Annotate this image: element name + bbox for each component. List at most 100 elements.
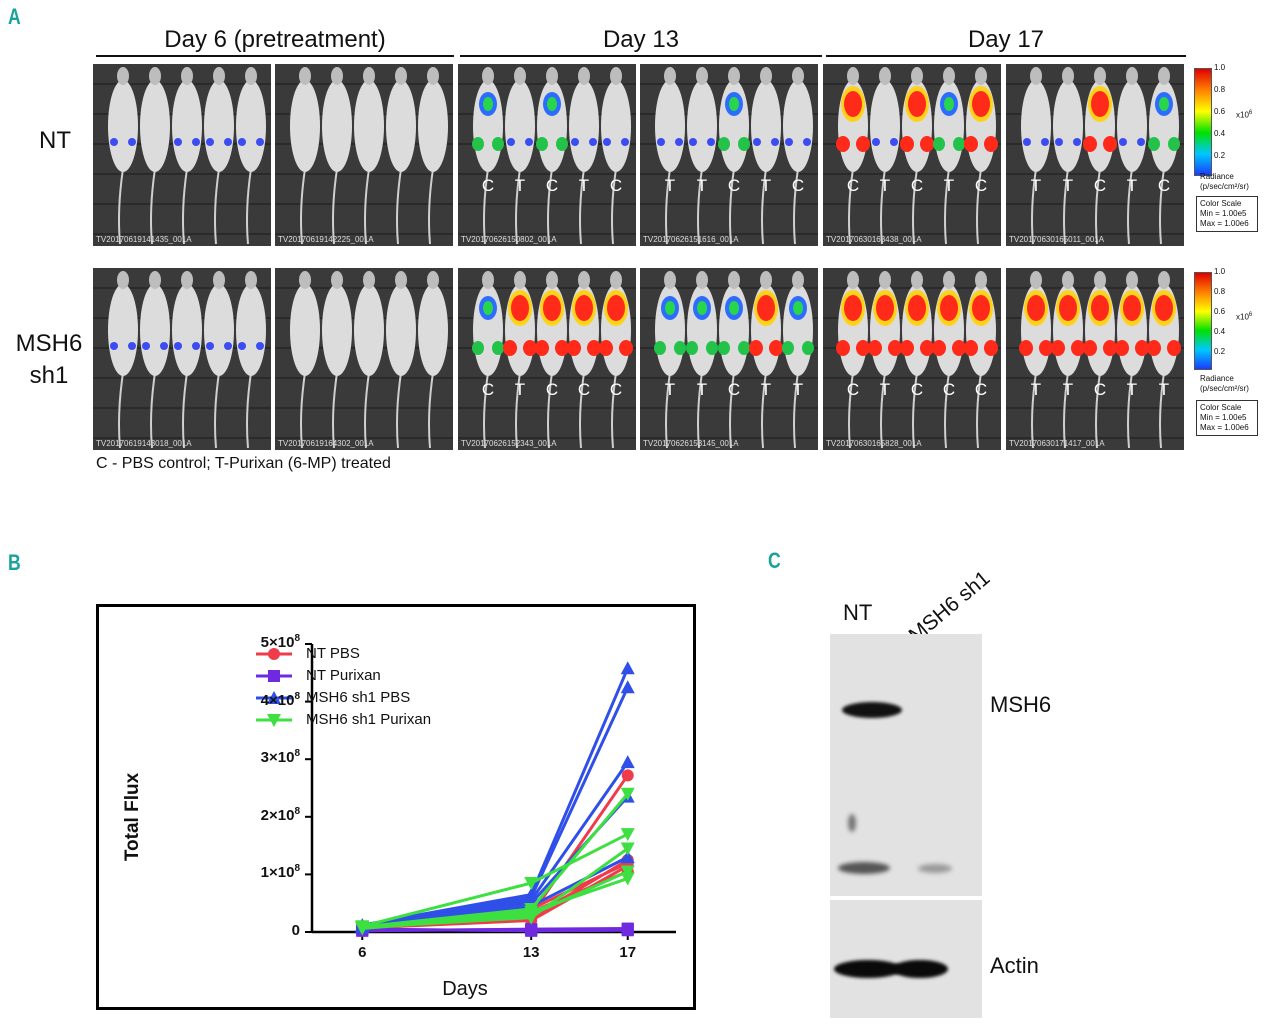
imaging-tile: TV20170619141435_001A [93, 64, 271, 246]
treatment-letter: C [481, 380, 495, 399]
day-rule-6 [96, 55, 454, 57]
mouse-image [275, 268, 453, 450]
treatment-letter: T [696, 380, 708, 399]
y-tick-label: 3×108 [260, 748, 300, 767]
tile-id: TV20170630165011_001A [1009, 235, 1105, 244]
x-tick-label: 6 [358, 944, 367, 961]
treatment-letter: C [846, 176, 860, 195]
mouse-image [640, 268, 818, 450]
colorbar [1194, 68, 1212, 176]
row-label-msh6: MSH6 sh1 [8, 328, 90, 392]
legend-swatch-marker [268, 670, 280, 682]
row-label-nt: NT [20, 125, 90, 157]
treatment-letter: T [879, 380, 891, 399]
treatment-letter: C [1093, 380, 1107, 399]
band-label-msh6: MSH6 [990, 692, 1052, 717]
cs-title: Color Scale [1200, 199, 1242, 208]
imaging-tile: TV20170619164302_001A [275, 268, 453, 450]
data-point [355, 921, 370, 935]
treatment-letter: C [910, 176, 924, 195]
y-tick-label: 0 [291, 922, 300, 939]
treatment-letter: C [545, 176, 559, 195]
cs-min: Min = 1.00e5 [1200, 413, 1247, 422]
y-axis-title-wrap: Total Flux [118, 764, 148, 874]
data-point [620, 661, 635, 675]
treatment-letter: C [545, 380, 559, 399]
mouse-image [93, 64, 271, 246]
panel-label-c: C [768, 548, 781, 573]
imaging-tile: T T C T T TV20170626153145_001A [640, 268, 818, 450]
scale-tick: 0.6 [1214, 307, 1226, 316]
band-label-actin: Actin [990, 953, 1039, 978]
mouse-image [1006, 268, 1184, 450]
tile-id: TV20170630163438_001A [826, 235, 922, 244]
day-rule-17 [826, 55, 1186, 57]
chart-frame [96, 604, 696, 1010]
mouse-image [93, 268, 271, 450]
band-actin-nt [834, 960, 902, 978]
scale-multiplier: x106 [1236, 312, 1253, 322]
treatment-letter: T [943, 176, 955, 195]
row-label-msh6-line1: MSH6 [15, 330, 83, 357]
mouse-image [823, 64, 1001, 246]
imaging-tile: TV20170619142225_001A [275, 64, 453, 246]
scale-unit-1: Radiance [1200, 172, 1234, 181]
tile-id: TV20170626151616_001A [643, 235, 739, 244]
imaging-tile: C T C T C TV20170630163438_001A [823, 64, 1001, 246]
treatment-letter: T [1062, 176, 1074, 195]
treatment-letter: C [481, 176, 495, 195]
treatment-letter: T [514, 380, 526, 399]
day-label-6: Day 6 (pretreatment) [164, 26, 386, 53]
tile-id: TV20170619143018_001A [96, 439, 192, 448]
imaging-tile: C T C C C TV20170630165828_001A [823, 268, 1001, 450]
data-point [620, 865, 635, 879]
scale-tick: 0.2 [1214, 347, 1226, 356]
mouse-image [1006, 64, 1184, 246]
treatment-letter: C [942, 380, 956, 399]
y-tick-label: 5×108 [260, 633, 300, 651]
imaging-tile: TV20170619143018_001A [93, 268, 271, 450]
treatment-letter: C [1157, 176, 1171, 195]
tile-id: TV20170626150802_001A [461, 235, 557, 244]
treatment-letter: T [1030, 176, 1042, 195]
mouse-image [823, 268, 1001, 450]
y-tick-label: 2×108 [260, 805, 300, 824]
scale-tick: 0.6 [1214, 107, 1226, 116]
treatment-letter: T [1126, 176, 1138, 195]
legend-swatch-marker [267, 714, 281, 727]
imaging-tile: T T C T C TV20170630165011_001A [1006, 64, 1184, 246]
day-label-17: Day 17 [967, 26, 1045, 53]
panel-a-caption: C - PBS control; T-Purixan (6-MP) treate… [96, 455, 391, 472]
panel-label-a: A [8, 4, 21, 29]
treatment-letter: C [727, 380, 741, 399]
panel-label-b: B [8, 550, 21, 575]
scale-multiplier: x106 [1236, 110, 1253, 120]
data-point [524, 877, 539, 891]
data-point [621, 922, 634, 935]
treatment-letter: C [974, 176, 988, 195]
treatment-letter: T [792, 380, 804, 399]
data-point [620, 755, 635, 769]
data-point [621, 769, 634, 782]
tile-id: TV20170630165828_001A [826, 439, 922, 448]
scale-tick: 0.4 [1214, 129, 1226, 138]
row-label-nt-line1: NT [39, 127, 71, 154]
treatment-letter: T [578, 176, 590, 195]
treatment-letter: T [1062, 380, 1074, 399]
treatment-letter: T [1030, 380, 1042, 399]
data-point [524, 911, 539, 925]
x-axis-title: Days [442, 978, 488, 1000]
data-point [620, 872, 635, 886]
treatment-letter: C [1093, 176, 1107, 195]
data-point [620, 850, 635, 864]
data-point [525, 923, 538, 936]
treatment-letter: T [664, 380, 676, 399]
imaging-tile: T T C T C TV20170626151616_001A [640, 64, 818, 246]
mouse-image [640, 64, 818, 246]
band-msh6-nt [842, 702, 902, 718]
